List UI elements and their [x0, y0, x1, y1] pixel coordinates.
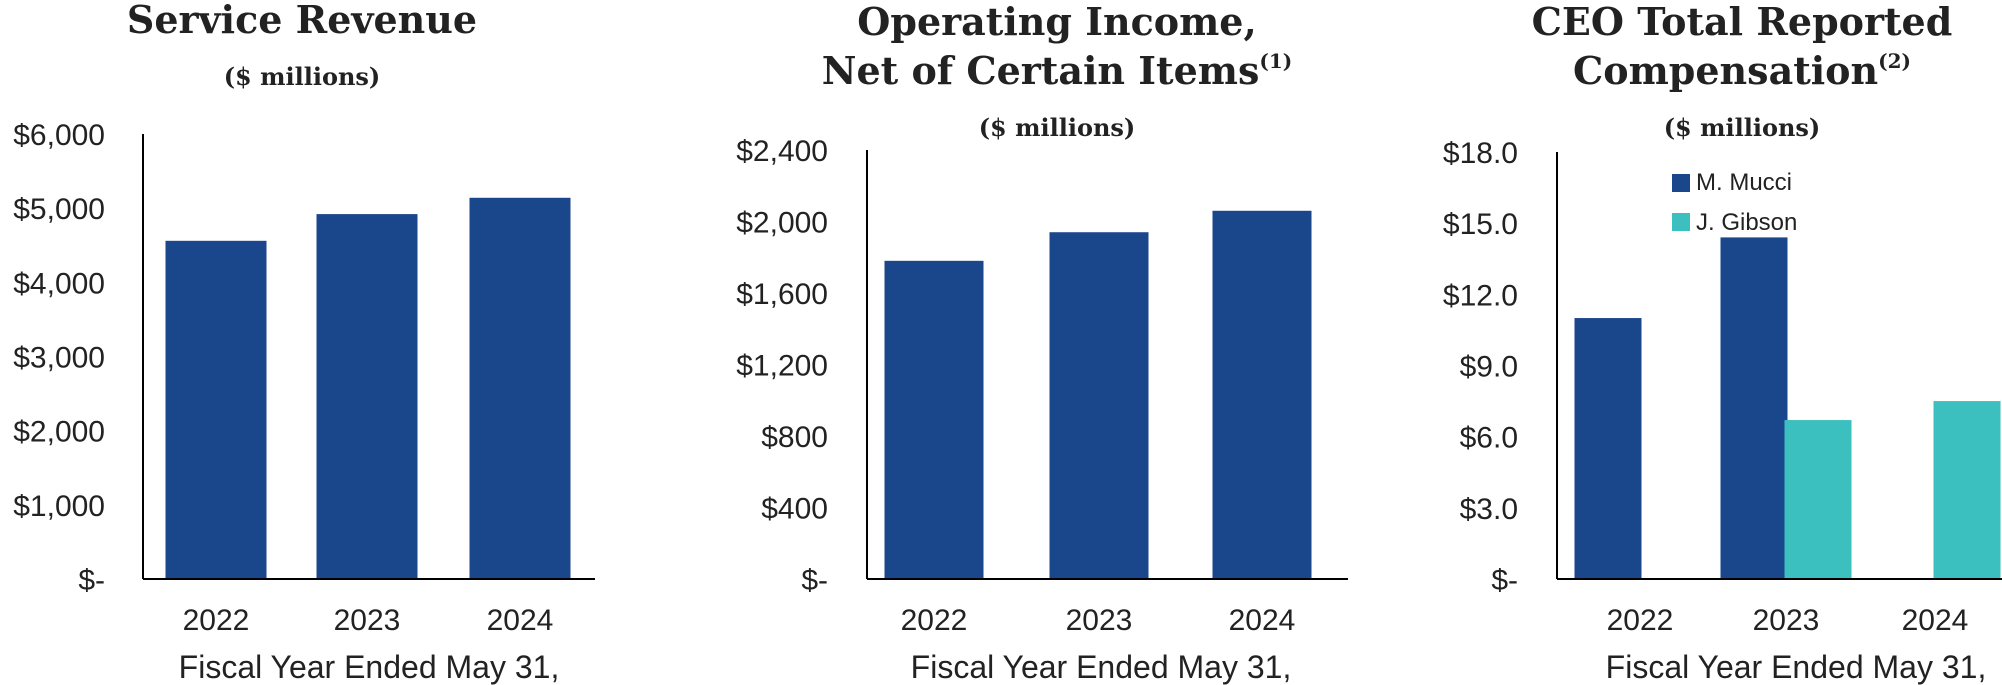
- chart-subtitle: ($ millions): [1664, 113, 1821, 142]
- x-tick-label: 2023: [1753, 604, 1820, 637]
- y-tick-label: $6,000: [13, 119, 105, 152]
- legend-label-j-gibson: J. Gibson: [1696, 209, 1797, 236]
- y-tick-label: $4,000: [13, 267, 105, 300]
- chart-ceo-compensation: CEO Total Reported Compensation(2) ($ mi…: [1443, 0, 2002, 685]
- y-tick-label: $9.0: [1460, 351, 1518, 384]
- y-tick-labels: $- $3.0 $6.0 $9.0 $12.0 $15.0 $18.0: [1443, 137, 1518, 597]
- x-tick-label: 2023: [1066, 604, 1133, 637]
- y-tick-label: $3.0: [1460, 493, 1518, 526]
- footnote-marker: (1): [1259, 49, 1292, 73]
- y-tick-label: $-: [1491, 564, 1518, 597]
- x-tick-labels: 2022 2023 2024: [1607, 604, 1969, 637]
- bar-2023: [1049, 232, 1149, 579]
- legend-swatch-j-gibson: [1672, 213, 1690, 231]
- y-tick-label: $1,200: [736, 350, 828, 383]
- y-tick-label: $1,000: [13, 490, 105, 523]
- bar-2024: [1212, 210, 1312, 579]
- chart-title-line2-text: Compensation: [1573, 48, 1878, 93]
- bar-2024: [469, 197, 571, 580]
- chart-service-revenue: Service Revenue ($ millions) $- $1,000 $2,…: [13, 0, 595, 685]
- bars: [165, 197, 571, 580]
- bar-2022: [165, 240, 267, 580]
- chart-title: Operating Income,: [857, 0, 1256, 44]
- bar-2022: [884, 260, 984, 579]
- x-tick-labels: 2022 2023 2024: [183, 604, 554, 637]
- y-tick-label: $12.0: [1443, 279, 1518, 312]
- y-tick-label: $3,000: [13, 342, 105, 375]
- legend-swatch-m-mucci: [1672, 174, 1690, 192]
- y-tick-label: $18.0: [1443, 137, 1518, 170]
- chart-title-line2: Compensation(2): [1573, 48, 1911, 93]
- bar-2023: [316, 214, 418, 579]
- chart-title: CEO Total Reported: [1532, 0, 1953, 44]
- legend-label-m-mucci: M. Mucci: [1696, 169, 1792, 196]
- legend: M. Mucci J. Gibson: [1672, 169, 1797, 236]
- x-tick-label: 2022: [901, 604, 968, 637]
- y-tick-labels: $- $400 $800 $1,200 $1,600 $2,000 $2,400: [736, 135, 828, 597]
- y-tick-label: $2,400: [736, 135, 828, 168]
- y-tick-label: $2,000: [736, 207, 828, 240]
- bars: [884, 210, 1312, 579]
- bars: [1574, 237, 2001, 579]
- chart-title-line2: Net of Certain Items(1): [822, 48, 1292, 93]
- y-tick-label: $15.0: [1443, 208, 1518, 241]
- y-tick-label: $5,000: [13, 193, 105, 226]
- x-tick-label: 2022: [183, 604, 250, 637]
- y-tick-label: $1,600: [736, 278, 828, 311]
- y-tick-label: $-: [801, 564, 828, 597]
- x-tick-label: 2024: [1902, 604, 1969, 637]
- y-tick-label: $6.0: [1460, 422, 1518, 455]
- bar-2022-series-1: [1574, 318, 1642, 579]
- y-tick-label: $-: [78, 564, 105, 597]
- x-tick-label: 2024: [1229, 604, 1296, 637]
- x-tick-labels: 2022 2023 2024: [901, 604, 1296, 637]
- y-tick-labels: $- $1,000 $2,000 $3,000 $4,000 $5,000 $6,000: [13, 119, 105, 597]
- y-tick-label: $800: [761, 421, 828, 454]
- chart-subtitle: ($ millions): [979, 113, 1136, 142]
- chart-title: Service Revenue: [127, 0, 477, 42]
- y-tick-label: $400: [761, 493, 828, 526]
- chart-subtitle: ($ millions): [224, 62, 381, 91]
- x-axis-title: Fiscal Year Ended May 31,: [1606, 649, 1987, 685]
- x-tick-label: 2024: [487, 604, 554, 637]
- x-tick-label: 2022: [1607, 604, 1674, 637]
- bar-2023-series-1: [1720, 237, 1788, 579]
- footnote-marker: (2): [1878, 49, 1911, 73]
- x-tick-label: 2023: [334, 604, 401, 637]
- bar-2024-series-2: [1933, 401, 2001, 579]
- x-axis-title: Fiscal Year Ended May 31,: [179, 649, 560, 685]
- bar-2023-series-2: [1784, 420, 1852, 579]
- chart-operating-income: Operating Income, Net of Certain Items(1…: [736, 0, 1348, 685]
- y-tick-label: $2,000: [13, 416, 105, 449]
- x-axis-title: Fiscal Year Ended May 31,: [911, 649, 1292, 685]
- chart-title-line2-text: Net of Certain Items: [822, 48, 1260, 93]
